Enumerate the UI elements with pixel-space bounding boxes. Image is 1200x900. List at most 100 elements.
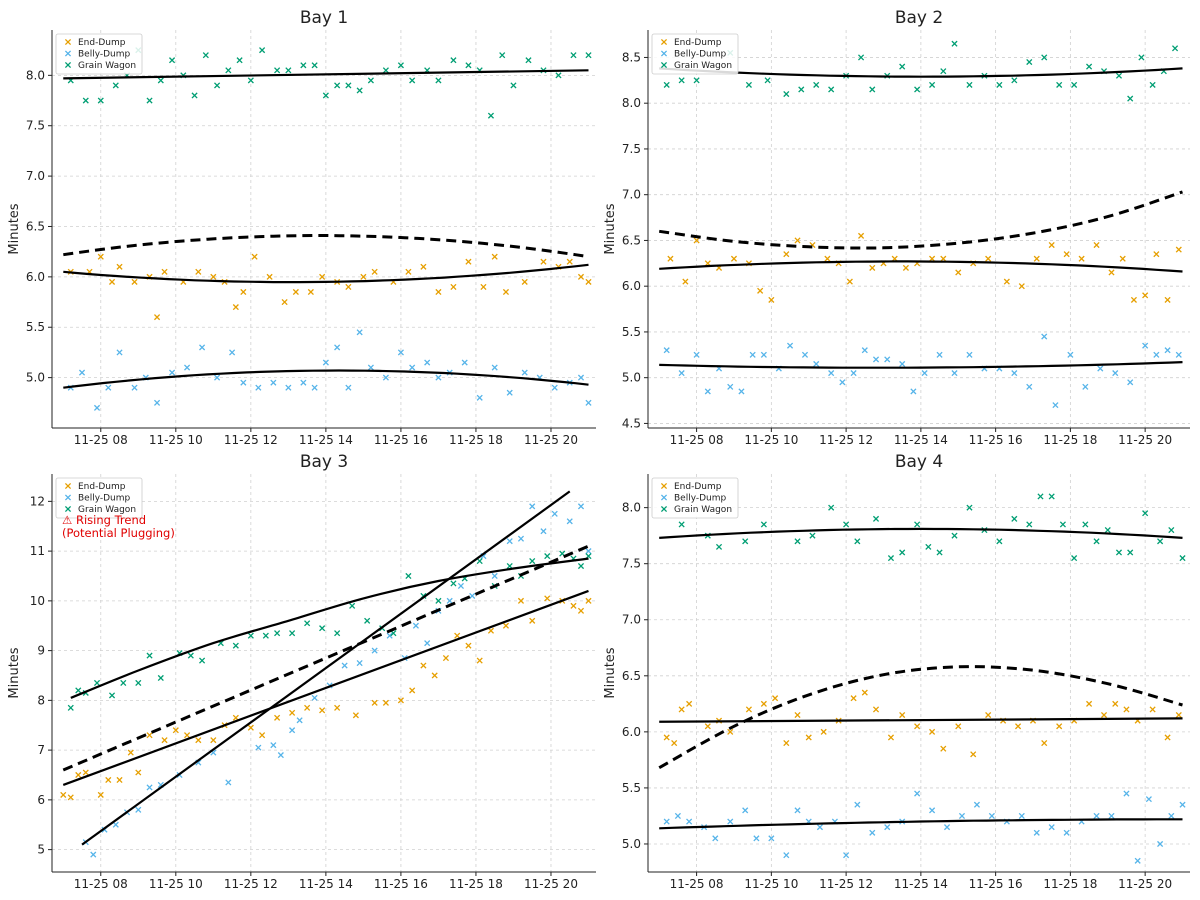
data-point-end-dump — [783, 251, 790, 258]
data-point-belly-dump — [712, 835, 719, 842]
data-point-belly-dump — [371, 647, 378, 654]
data-point-end-dump — [465, 642, 472, 649]
data-point-grain-wagon — [1041, 54, 1048, 61]
data-point-belly-dump — [112, 821, 119, 828]
data-point-end-dump — [887, 734, 895, 741]
x-tick-label: 11-25 14 — [299, 877, 353, 891]
data-point-belly-dump — [135, 806, 142, 813]
data-point-end-dump — [1015, 723, 1022, 730]
data-point-end-dump — [914, 723, 921, 730]
y-tick-label: 5.5 — [622, 325, 641, 339]
data-point-end-dump — [75, 771, 82, 779]
data-point-belly-dump — [910, 388, 917, 395]
data-point-end-dump — [985, 711, 992, 719]
series-end-dump — [663, 689, 1182, 758]
data-point-grain-wagon — [1086, 63, 1093, 70]
data-point-grain-wagon — [274, 67, 281, 74]
data-point-end-dump — [195, 737, 202, 744]
data-point-end-dump — [476, 657, 483, 664]
data-point-end-dump — [465, 258, 472, 265]
data-point-grain-wagon — [585, 52, 592, 59]
data-point-grain-wagon — [854, 538, 861, 545]
data-point-grain-wagon — [1171, 45, 1179, 52]
data-point-belly-dump — [409, 364, 416, 371]
x-tick-label: 11-25 12 — [224, 877, 278, 891]
data-point-grain-wagon — [199, 657, 206, 664]
data-point-grain-wagon — [409, 77, 416, 84]
data-point-end-dump — [442, 655, 449, 662]
legend-marker — [660, 50, 668, 57]
data-point-grain-wagon — [67, 704, 74, 711]
data-point-belly-dump — [899, 360, 906, 368]
data-point-belly-dump — [1153, 351, 1160, 358]
data-point-end-dump — [487, 627, 495, 634]
x-tick-label: 11-25 10 — [744, 877, 798, 891]
data-point-grain-wagon — [843, 521, 850, 528]
data-point-end-dump — [577, 607, 585, 614]
data-point-end-dump — [667, 255, 674, 262]
data-point-grain-wagon — [828, 504, 835, 511]
data-point-grain-wagon — [1037, 493, 1044, 500]
data-point-end-dump — [678, 706, 685, 713]
data-point-belly-dump — [300, 379, 307, 386]
data-point-belly-dump — [225, 779, 232, 786]
data-point-grain-wagon — [499, 52, 506, 59]
data-point-grain-wagon — [525, 57, 532, 64]
data-point-grain-wagon — [951, 40, 958, 47]
x-tick-label: 11-25 16 — [969, 433, 1023, 447]
data-point-grain-wagon — [828, 86, 835, 93]
data-point-end-dump — [240, 288, 247, 296]
data-point-grain-wagon — [1179, 555, 1186, 562]
data-point-grain-wagon — [663, 81, 670, 88]
data-point-grain-wagon — [367, 77, 374, 84]
data-point-grain-wagon — [899, 63, 906, 70]
data-point-grain-wagon — [334, 630, 341, 637]
data-point-end-dump — [1033, 255, 1040, 262]
data-point-grain-wagon — [1056, 81, 1063, 88]
data-point-end-dump — [760, 700, 767, 707]
data-point-end-dump — [1149, 706, 1156, 713]
data-point-belly-dump — [674, 812, 681, 820]
data-point-grain-wagon — [82, 97, 89, 104]
data-point-grain-wagon — [232, 642, 239, 649]
data-point-grain-wagon — [1011, 515, 1018, 522]
data-point-grain-wagon — [345, 82, 352, 89]
data-point-grain-wagon — [510, 82, 517, 89]
y-tick-label: 4.5 — [622, 416, 641, 430]
y-tick-label: 5.5 — [622, 781, 641, 795]
data-point-end-dump — [97, 253, 104, 260]
data-point-end-dump — [955, 723, 962, 730]
data-point-end-dump — [585, 278, 592, 285]
data-point-grain-wagon — [794, 538, 801, 545]
data-point-belly-dump — [1018, 812, 1025, 820]
data-point-grain-wagon — [1093, 538, 1100, 545]
data-point-end-dump — [274, 714, 281, 721]
data-point-grain-wagon — [899, 549, 906, 556]
data-point-grain-wagon — [225, 67, 232, 74]
data-point-belly-dump — [457, 582, 464, 589]
data-point-belly-dump — [382, 374, 389, 381]
data-point-grain-wagon — [1082, 521, 1089, 528]
series-grain-wagon — [67, 47, 592, 119]
data-point-grain-wagon — [715, 543, 723, 550]
y-axis-label: Minutes — [7, 203, 22, 254]
legend-box — [55, 477, 143, 519]
data-point-grain-wagon — [783, 90, 790, 98]
y-tick-label: 7.5 — [26, 119, 45, 133]
data-point-end-dump — [577, 273, 585, 280]
chart-title: Bay 2 — [895, 8, 943, 28]
y-tick-label: 5 — [37, 843, 45, 857]
x-tick-label: 11-25 08 — [670, 877, 724, 891]
data-point-end-dump — [67, 794, 74, 801]
data-point-belly-dump — [491, 364, 498, 371]
trend-line — [659, 818, 1183, 830]
trend-annotation: (Potential Plugging) — [62, 526, 175, 540]
data-point-end-dump — [1164, 734, 1171, 741]
trend-line-dashed — [658, 190, 1183, 250]
data-point-grain-wagon — [304, 620, 311, 627]
data-point-end-dump — [450, 283, 457, 290]
x-tick-label: 11-25 14 — [299, 433, 353, 447]
data-point-belly-dump — [753, 835, 760, 842]
data-point-belly-dump — [988, 812, 995, 820]
